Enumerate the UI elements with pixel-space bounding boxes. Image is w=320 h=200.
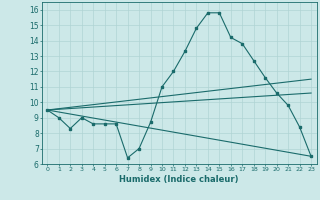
X-axis label: Humidex (Indice chaleur): Humidex (Indice chaleur) <box>119 175 239 184</box>
